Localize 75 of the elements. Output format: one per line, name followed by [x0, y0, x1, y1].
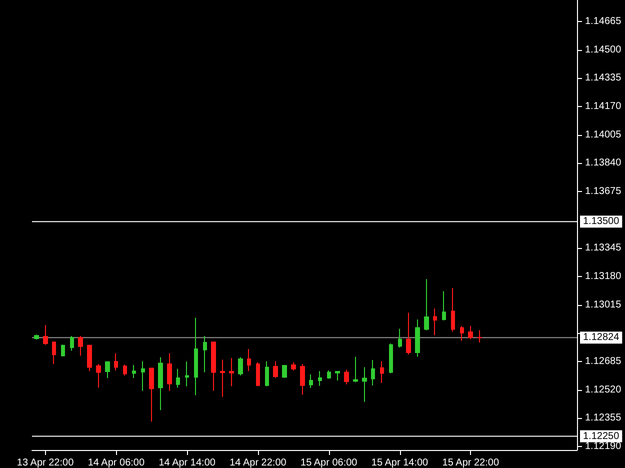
x-tick-label: 15 Apr 22:00 — [442, 458, 500, 468]
candlestick — [468, 325, 473, 340]
candlestick — [415, 318, 420, 358]
x-tick-label: 14 Apr 06:00 — [88, 458, 145, 468]
candlestick — [335, 370, 340, 381]
candlestick — [327, 370, 331, 380]
candlestick — [203, 335, 207, 373]
candlestick — [477, 330, 482, 343]
candlestick — [132, 364, 136, 379]
candlestick — [451, 288, 455, 332]
candlestick — [96, 363, 101, 388]
y-tick-label: 1.13345 — [585, 242, 622, 254]
candlestick — [318, 370, 322, 386]
candlestick — [194, 317, 198, 396]
candlestick — [176, 368, 180, 388]
candlestick — [229, 357, 234, 387]
candlestick — [141, 360, 145, 392]
candlestick — [309, 374, 313, 388]
y-tick-label: 1.14665 — [585, 16, 622, 27]
candlestick — [424, 278, 429, 331]
candlestick — [389, 343, 393, 374]
y-tick-label: 1.13840 — [585, 158, 622, 169]
candlestick — [185, 361, 189, 387]
y-tick-label: 1.13675 — [585, 186, 622, 198]
y-tick-label: 1.12190 — [585, 441, 622, 452]
candlestick — [105, 360, 110, 379]
candlestick — [273, 360, 278, 378]
candlestick — [247, 348, 251, 372]
ref-line-label: 1.12250 — [583, 430, 620, 442]
candlestick — [406, 312, 411, 356]
y-tick-label: 1.14005 — [585, 129, 622, 140]
ref-line-label: 1.13500 — [583, 216, 620, 228]
x-tick-label: 14 Apr 22:00 — [230, 458, 287, 468]
candlestick — [442, 290, 446, 321]
candlestick — [265, 360, 269, 387]
candlestick — [433, 308, 437, 336]
candlestick — [114, 352, 118, 371]
candlestick — [78, 335, 83, 356]
x-tick-label: 15 Apr 06:00 — [300, 458, 358, 468]
x-tick-label: 15 Apr 14:00 — [371, 458, 429, 468]
candlestick — [256, 362, 260, 387]
candlestick — [211, 340, 216, 392]
candlestick — [87, 344, 92, 372]
candlestick — [220, 359, 225, 398]
candlestick — [149, 367, 154, 422]
y-tick-label: 1.14335 — [585, 72, 622, 84]
candlestick — [43, 324, 48, 346]
candlestick — [353, 356, 358, 383]
x-tick-label: 13 Apr 22:00 — [16, 458, 74, 468]
candlestick — [300, 363, 305, 396]
candlestick — [371, 360, 375, 386]
candlestick — [460, 325, 464, 342]
y-tick-label: 1.14500 — [585, 44, 622, 56]
candlestick — [52, 340, 56, 364]
candlestick — [70, 335, 74, 352]
candlestick — [61, 344, 65, 357]
candlestick — [344, 369, 349, 385]
candlestick — [398, 328, 402, 348]
y-tick-label: 1.12520 — [585, 384, 622, 396]
y-tick-label: 1.12685 — [585, 356, 622, 368]
candlestick — [158, 356, 163, 411]
candlestick — [380, 360, 384, 384]
candlestick — [362, 366, 367, 402]
y-tick-label: 1.14170 — [585, 100, 622, 112]
candlestick — [291, 362, 296, 371]
y-tick-label: 1.13180 — [585, 271, 622, 282]
candlestick — [282, 364, 287, 378]
candlestick — [34, 334, 39, 340]
candlestick — [167, 352, 172, 392]
y-tick-label: 1.13015 — [585, 299, 622, 310]
y-tick-label: 1.12355 — [585, 412, 622, 424]
candlestick — [123, 364, 127, 376]
ref-line-label: 1.12824 — [583, 332, 620, 344]
candlestick — [238, 356, 243, 376]
x-tick-label: 14 Apr 14:00 — [158, 458, 216, 468]
